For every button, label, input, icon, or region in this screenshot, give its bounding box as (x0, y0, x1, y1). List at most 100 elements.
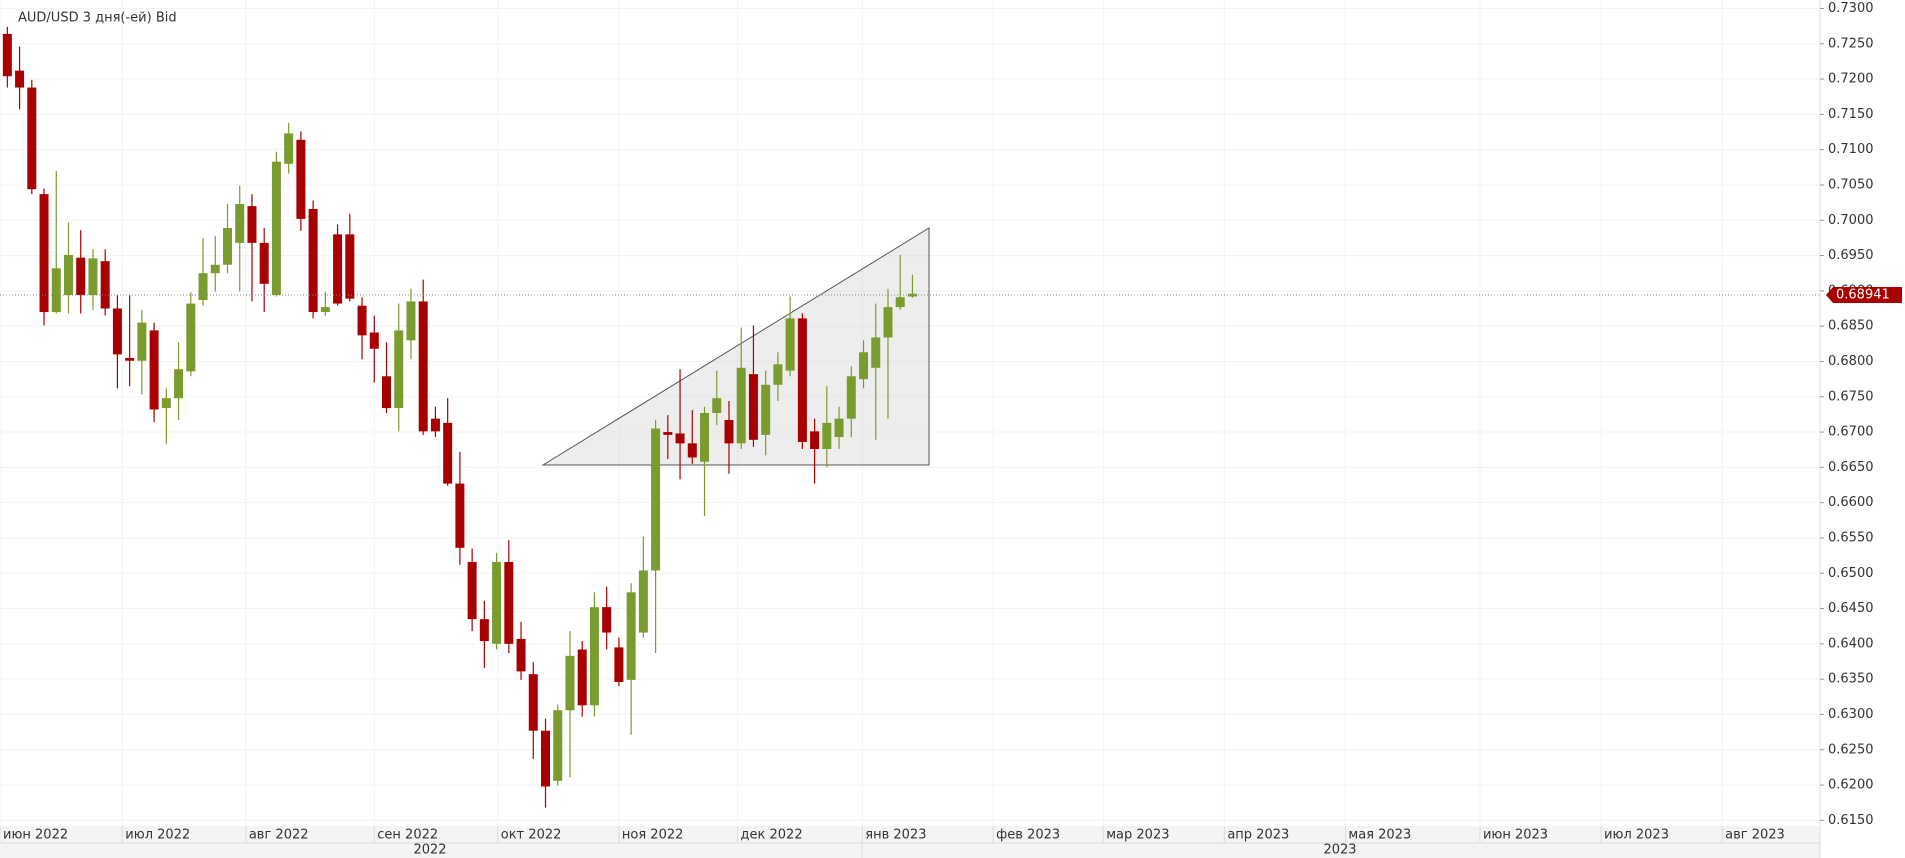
candle-body (100, 261, 110, 309)
candle-body (589, 607, 599, 706)
candle-body (320, 307, 330, 313)
x-tick-label: дек 2022 (741, 828, 803, 843)
candle-body (51, 268, 61, 313)
x-tick-label: июн 2023 (1483, 828, 1548, 843)
candle-body (871, 337, 881, 368)
candle-body (528, 674, 538, 731)
x-tick-label: июн 2022 (3, 828, 68, 843)
candle-body (553, 710, 563, 781)
candle-body (736, 367, 746, 444)
x-tick-label: окт 2022 (501, 828, 562, 843)
y-tick-label: 0.7150 (1828, 107, 1874, 122)
y-tick-label: 0.6700 (1828, 425, 1874, 440)
candle-body (333, 234, 343, 304)
y-tick-label: 0.6450 (1828, 601, 1874, 616)
candle-body (149, 330, 159, 410)
candle-body (455, 483, 465, 548)
x-tick-label: фев 2023 (996, 828, 1060, 843)
candle-body (210, 264, 220, 274)
candle-body (687, 443, 697, 458)
candle-body (406, 301, 416, 341)
y-tick-label: 0.6350 (1828, 672, 1874, 687)
chart-title: AUD/USD 3 дня(-ей) Bid (18, 11, 177, 26)
y-tick-label: 0.6400 (1828, 636, 1874, 651)
candle-body (565, 655, 575, 711)
candle-body (125, 357, 135, 361)
x-tick-label: июл 2023 (1604, 828, 1669, 843)
candle-body (761, 384, 771, 435)
y-tick-label: 0.6950 (1828, 248, 1874, 263)
candle-body (712, 398, 722, 413)
candle-body (516, 638, 526, 672)
candle-body (602, 607, 612, 633)
candle-body (223, 228, 232, 265)
y-tick-label: 0.6600 (1828, 495, 1874, 510)
candle-body (247, 206, 257, 243)
candle-body (675, 433, 685, 444)
y-tick-label: 0.6250 (1828, 742, 1874, 757)
candle-body (626, 592, 636, 680)
candle-body (284, 133, 294, 164)
candle-body (748, 374, 758, 440)
candle-body (724, 420, 734, 444)
x-tick-label: мая 2023 (1348, 828, 1411, 843)
candle-body (88, 258, 98, 296)
x-tick-label: июл 2022 (125, 828, 190, 843)
candle-body (895, 297, 905, 308)
x-tick-label: авг 2022 (249, 828, 309, 843)
y-tick-label: 0.6200 (1828, 778, 1874, 793)
candle-body (308, 208, 318, 313)
year-label: 2022 (413, 843, 446, 858)
y-tick-label: 0.7100 (1828, 142, 1874, 157)
y-tick-label: 0.7300 (1828, 1, 1874, 16)
x-tick-label: авг 2023 (1725, 828, 1785, 843)
candle-body (883, 307, 893, 338)
triangle-drawing (541, 227, 930, 466)
y-tick-label: 0.7200 (1828, 72, 1874, 87)
y-tick-label: 0.7050 (1828, 177, 1874, 192)
candle-body (235, 204, 245, 243)
year-label: 2023 (1323, 843, 1356, 858)
candle-body (15, 70, 25, 88)
candle-body (638, 570, 648, 633)
candle-body (394, 330, 404, 409)
candle-body (345, 234, 355, 299)
candle-body (443, 422, 453, 484)
x-tick-label: сен 2022 (377, 828, 438, 843)
candle-body (492, 561, 502, 644)
candle-body (467, 561, 477, 620)
x-tick-label: ноя 2022 (622, 828, 684, 843)
candle-body (271, 161, 281, 296)
y-tick-label: 0.6150 (1828, 813, 1874, 828)
candle-body (186, 303, 196, 372)
last-price-label: 0.68941 (1836, 288, 1890, 303)
candle-body (198, 273, 208, 301)
candle-body (541, 730, 551, 787)
candle-body (846, 376, 856, 419)
candle-body (174, 369, 184, 399)
y-tick-label: 0.7000 (1828, 213, 1874, 228)
candle-body (430, 418, 440, 432)
y-tick-label: 0.6500 (1828, 566, 1874, 581)
x-tick-label: апр 2023 (1227, 828, 1289, 843)
y-tick-label: 0.6750 (1828, 389, 1874, 404)
candle-body (161, 398, 171, 409)
candle-body (259, 242, 269, 284)
candle-body (822, 422, 832, 450)
candle-body (27, 87, 37, 190)
candle-body (785, 318, 795, 371)
candle-body (418, 301, 428, 432)
candle-body (112, 308, 122, 355)
candle-body (614, 647, 624, 682)
y-tick-label: 0.7250 (1828, 36, 1874, 51)
candle-body (382, 376, 392, 409)
candle-body (137, 322, 147, 361)
candle-body (479, 619, 489, 642)
candle-body (577, 649, 587, 706)
candle-body (834, 418, 844, 438)
candle-body (651, 428, 661, 571)
y-tick-label: 0.6800 (1828, 354, 1874, 369)
y-tick-label: 0.6850 (1828, 319, 1874, 334)
y-tick-label: 0.6300 (1828, 707, 1874, 722)
x-tick-label: мар 2023 (1106, 828, 1169, 843)
